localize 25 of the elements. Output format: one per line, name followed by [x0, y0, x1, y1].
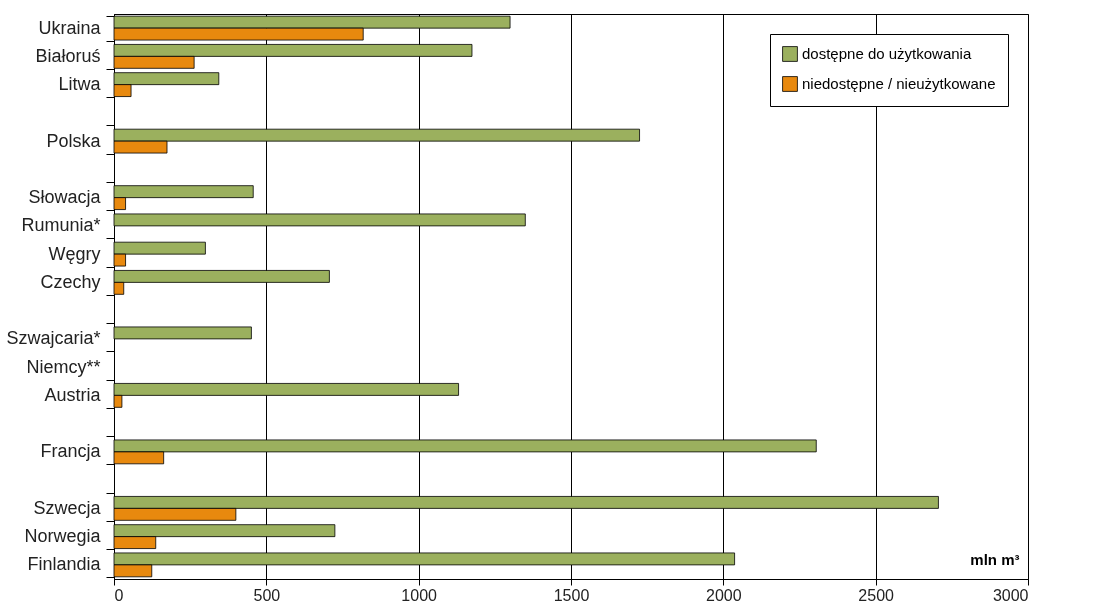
x-tick-label: 2000: [706, 586, 742, 604]
y-tick-label: Węgry: [48, 243, 101, 264]
y-tick-label: Białoruś: [35, 45, 101, 66]
y-tick-label: Norwegia: [24, 526, 102, 547]
y-tick-label: Niemcy**: [26, 356, 101, 377]
x-tick-label: 3000: [992, 586, 1029, 604]
legend-label: dostępne do użytkowania: [802, 45, 972, 62]
y-tick-label: Słowacja: [28, 187, 102, 208]
x-tick-label: 1500: [553, 586, 590, 604]
legend-label: niedostępne / nieużytkowane: [802, 75, 996, 92]
y-tick-label: Rumunia*: [21, 215, 101, 236]
y-tick-label: Finlandia: [27, 554, 102, 575]
y-tick-label: Szwajcaria*: [6, 328, 101, 349]
y-tick-label: Szwecja: [33, 497, 102, 518]
x-tick-label: 2500: [858, 586, 895, 604]
y-tick-label: Czechy: [40, 271, 101, 292]
y-tick-label: Francja: [40, 441, 102, 462]
y-tick-label: Polska: [46, 130, 102, 151]
y-tick-label: Ukraina: [38, 17, 102, 38]
y-tick-label: Litwa: [58, 74, 102, 95]
y-tick-label: Austria: [44, 384, 102, 405]
x-axis-title: mln m³: [970, 550, 1020, 568]
x-tick-label: 0: [114, 586, 124, 604]
x-tick-label: 1000: [401, 586, 438, 604]
x-tick-label: 500: [253, 586, 281, 604]
